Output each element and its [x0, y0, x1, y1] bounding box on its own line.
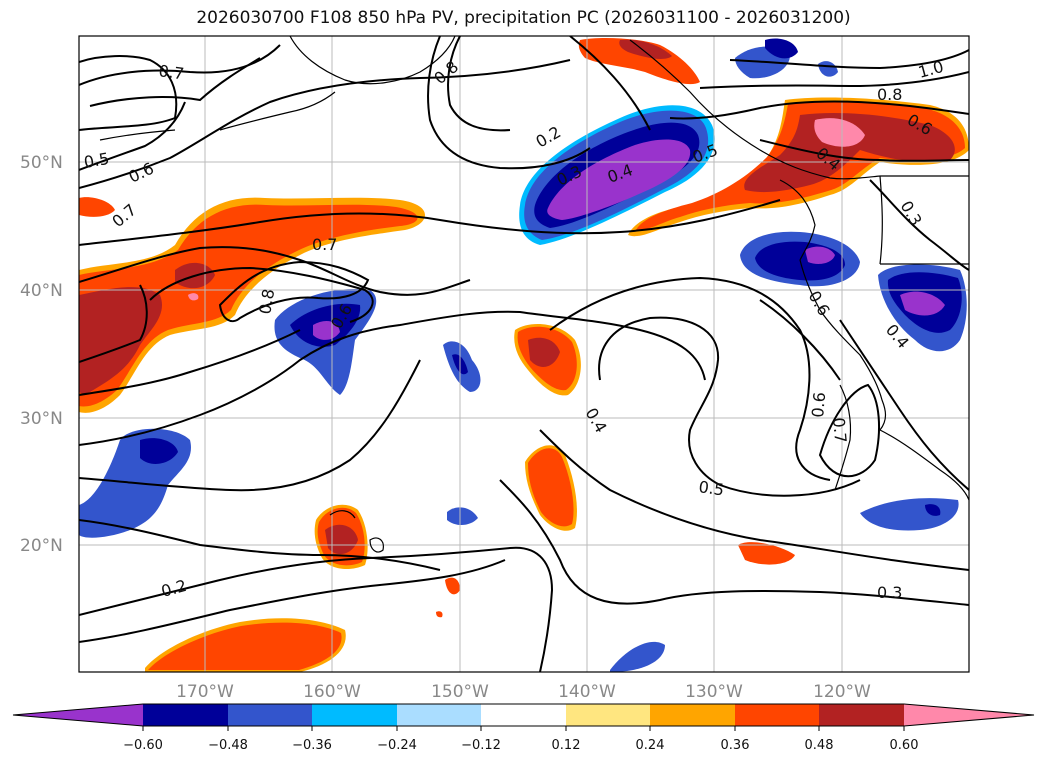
contour-label: 0.5 — [697, 477, 725, 499]
colorbar-bin — [481, 704, 566, 726]
colorbar-tick-label: −0.60 — [123, 738, 163, 753]
contour-label: 0.7 — [312, 235, 337, 254]
contour-label: 0.7 — [157, 61, 185, 83]
colorbar-bin — [819, 704, 904, 726]
colorbar-tick-label: −0.12 — [461, 738, 501, 753]
lon-label-130w: 130°W — [685, 682, 743, 702]
plot-frame — [78, 35, 970, 673]
lon-label-120w: 120°W — [813, 682, 871, 702]
colorbar-bin — [397, 704, 481, 726]
contour-label: 0.8 — [877, 85, 902, 104]
colorbar-bin — [650, 704, 735, 726]
contour-label: 0.6 — [808, 391, 829, 418]
colorbar-tick-label: −0.24 — [377, 738, 417, 753]
longitude-labels: 170°W 160°W 150°W 140°W 130°W 120°W — [176, 682, 871, 702]
colorbar: −0.60 −0.48 −0.36 −0.24 −0.12 0.12 0.24 … — [12, 703, 1035, 753]
colorbar-tick-label: −0.48 — [208, 738, 248, 753]
pv-contours — [79, 36, 969, 672]
lon-label-160w: 160°W — [303, 682, 361, 702]
coastlines — [99, 36, 969, 553]
colorbar-tick-label: 0.48 — [805, 738, 834, 753]
contour-label: 0.7 — [829, 417, 850, 444]
colorbar-extend-low — [13, 704, 143, 726]
colorbar-tick-label: 0.12 — [552, 738, 581, 753]
lon-label-170w: 170°W — [176, 682, 234, 702]
colorbar-bin — [735, 704, 819, 726]
colorbar-tick-label: −0.36 — [292, 738, 332, 753]
lon-label-140w: 140°W — [558, 682, 616, 702]
lat-label-40n: 40°N — [20, 281, 63, 301]
lat-label-30n: 30°N — [20, 409, 63, 429]
contour-label: 0.3 — [877, 583, 902, 602]
map-title: 2026030700 F108 850 hPa PV, precipitatio… — [196, 8, 851, 28]
contour-label: 0.5 — [82, 149, 110, 172]
colorbar-bin — [143, 704, 228, 726]
colorbar-tick-label: 0.60 — [890, 738, 919, 753]
lat-label-20n: 20°N — [20, 536, 63, 556]
colorbar-ticks — [142, 726, 905, 731]
lon-label-150w: 150°W — [431, 682, 489, 702]
lat-label-50n: 50°N — [20, 153, 63, 173]
colorbar-bin — [566, 704, 650, 726]
contour-label: 0.8 — [255, 287, 278, 315]
colorbar-bin — [312, 704, 397, 726]
graticule — [79, 36, 969, 672]
colorbar-bin — [228, 704, 312, 726]
colorbar-tick-label: 0.36 — [721, 738, 750, 753]
colorbar-extend-high — [904, 704, 1034, 726]
colorbar-tick-label: 0.24 — [636, 738, 665, 753]
latitude-labels: 50°N 40°N 30°N 20°N — [20, 153, 63, 556]
